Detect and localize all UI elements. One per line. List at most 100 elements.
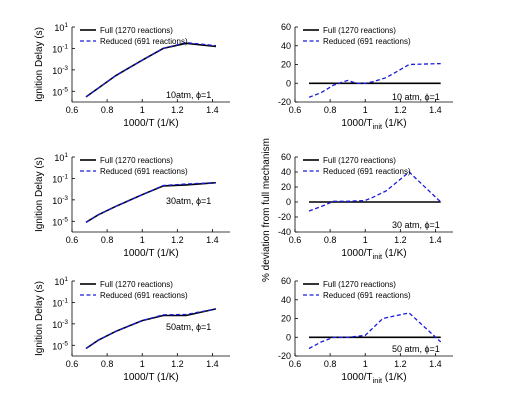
x-axis-label: 1000/T (1/K) — [123, 118, 178, 129]
x-tick-label: 0.6 — [66, 359, 79, 369]
y-tick-label: 20 — [281, 182, 291, 192]
y-tick-label: 40 — [281, 167, 291, 177]
y-tick-label: 40 — [281, 41, 291, 51]
x-tick-label: 1.2 — [394, 105, 407, 115]
legend-label: Full (1270 reactions) — [323, 156, 396, 165]
series-line-reduced — [308, 62, 441, 98]
x-tick-label: 0.6 — [289, 359, 302, 369]
chart-panel-right-middle: 0.6 0.8 1 1.2 1.4 60 40 20 0 -20 -40 % deviation fr… — [261, 138, 453, 282]
legend-label: Full (1270 reactions) — [100, 26, 173, 35]
y-tick-label: 10-3 — [52, 65, 68, 76]
y-tick-label: 10-3 — [52, 319, 68, 330]
x-tick-label: 1.2 — [171, 359, 184, 369]
chart-panel-right-top: 0.6 0.8 1 1.2 1.4 60 40 20 0 -20 1000/Tinit (1/K) F… — [278, 22, 453, 131]
y-tick-label: 101 — [54, 152, 68, 163]
legend-label: Reduced (691 reactions) — [100, 291, 188, 300]
y-tick-label: -40 — [278, 227, 291, 237]
y-axis-label: Ignition Delay (s) — [34, 27, 45, 102]
x-tick-label: 1 — [140, 105, 145, 115]
x-tick-label: 0.8 — [101, 105, 114, 115]
series-line-full — [85, 42, 217, 98]
x-tick-label: 0.6 — [289, 105, 302, 115]
y-tick-label: 0 — [286, 78, 291, 88]
legend-label: Reduced (691 reactions) — [323, 37, 411, 46]
legend-label: Full (1270 reactions) — [100, 156, 173, 165]
x-tick-label: 1 — [363, 105, 368, 115]
panel-annotation: 10 atm, ϕ=1 — [392, 92, 440, 102]
panel-annotation: 10atm, ϕ=1 — [166, 90, 211, 100]
y-tick-label: 10-5 — [52, 216, 68, 227]
y-axis-label: Ignition Delay (s) — [34, 157, 45, 232]
chart-panel-left-middle: 0.6 0.8 1 1.2 1.4 101 10-1 10-3 10-5 Ignition Del… — [34, 152, 230, 259]
x-tick-label: 0.8 — [324, 235, 337, 245]
x-tick-label: 0.8 — [324, 105, 337, 115]
x-axis-label: 1000/Tinit (1/K) — [341, 372, 406, 385]
x-tick-label: 0.8 — [101, 235, 114, 245]
x-axis-label: 1000/Tinit (1/K) — [341, 248, 406, 261]
y-tick-label: -20 — [278, 97, 291, 107]
y-tick-label: 10-1 — [52, 297, 68, 308]
x-tick-label: 1.2 — [394, 235, 407, 245]
y-tick-label: 10-3 — [52, 195, 68, 206]
x-tick-label: 0.8 — [324, 359, 337, 369]
panel-annotation: 30atm, ϕ=1 — [166, 196, 211, 206]
legend-label: Reduced (691 reactions) — [323, 167, 411, 176]
y-tick-label: -20 — [278, 351, 291, 361]
y-tick-label: 10-1 — [52, 43, 68, 54]
legend-label: Full (1270 reactions) — [100, 280, 173, 289]
x-tick-label: 0.6 — [66, 105, 79, 115]
x-tick-label: 1.4 — [429, 235, 442, 245]
series-line-reduced — [308, 312, 442, 350]
y-tick-label: 101 — [54, 22, 68, 33]
chart-panel-right-bottom: 0.6 0.8 1 1.2 1.4 60 40 20 0 -20 1000/Tinit (1/K) F… — [278, 276, 453, 385]
x-axis-label: 1000/Tinit (1/K) — [341, 118, 406, 131]
x-tick-label: 1.2 — [171, 105, 184, 115]
legend-label: Full (1270 reactions) — [323, 26, 396, 35]
x-tick-label: 1 — [140, 235, 145, 245]
y-tick-label: 60 — [281, 276, 291, 286]
x-tick-label: 1.4 — [206, 359, 219, 369]
legend-label: Reduced (691 reactions) — [100, 167, 188, 176]
y-tick-label: -20 — [278, 212, 291, 222]
panel-annotation: 30 atm, ϕ=1 — [392, 220, 440, 230]
y-tick-label: 10-5 — [52, 340, 68, 351]
y-axis-label: Ignition Delay (s) — [34, 281, 45, 356]
x-tick-label: 0.6 — [289, 235, 302, 245]
x-tick-label: 1.4 — [429, 359, 442, 369]
x-tick-label: 1.2 — [171, 235, 184, 245]
y-tick-label: 10-1 — [52, 173, 68, 184]
x-tick-label: 0.8 — [101, 359, 114, 369]
y-tick-label: 101 — [54, 276, 68, 287]
legend-label: Reduced (691 reactions) — [323, 291, 411, 300]
legend-label: Reduced (691 reactions) — [100, 37, 188, 46]
y-tick-label: 40 — [281, 295, 291, 305]
chart-panel-left-bottom: 0.6 0.8 1 1.2 1.4 101 10-1 10-3 10-5 Ignition Del… — [34, 276, 230, 383]
series-line-reduced — [308, 171, 442, 212]
x-tick-label: 1.4 — [429, 105, 442, 115]
y-tick-label: 20 — [281, 314, 291, 324]
y-tick-label: 0 — [286, 332, 291, 342]
x-tick-label: 1 — [363, 359, 368, 369]
x-tick-label: 0.6 — [66, 235, 79, 245]
x-axis-label: 1000/T (1/K) — [123, 372, 178, 383]
y-tick-label: 20 — [281, 60, 291, 70]
x-tick-label: 1 — [363, 235, 368, 245]
y-tick-label: 60 — [281, 22, 291, 32]
y-tick-label: 10-5 — [52, 86, 68, 97]
y-axis-label: % deviation from full mechanism — [261, 138, 272, 282]
series-line-reduced — [85, 182, 217, 223]
series-line-reduced — [85, 41, 217, 98]
x-tick-label: 1.4 — [206, 105, 219, 115]
chart-panel-left-top: 0.6 0.8 1 1.2 1.4 101 10-1 10-3 10-5 Ignition Del… — [34, 22, 230, 129]
x-axis-label: 1000/T (1/K) — [123, 248, 178, 259]
panel-annotation: 50atm, ϕ=1 — [166, 322, 211, 332]
panel-annotation: 50 atm, ϕ=1 — [392, 344, 440, 354]
x-tick-label: 1 — [140, 359, 145, 369]
x-tick-label: 1.2 — [394, 359, 407, 369]
legend-label: Full (1270 reactions) — [323, 280, 396, 289]
y-tick-label: 0 — [286, 197, 291, 207]
x-tick-label: 1.4 — [206, 235, 219, 245]
series-line-reduced — [85, 308, 217, 350]
y-tick-label: 60 — [281, 152, 291, 162]
